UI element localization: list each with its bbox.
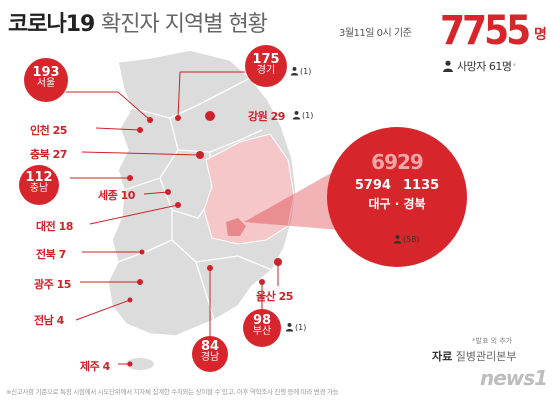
gangwon-label: 강원 29 <box>248 110 285 123</box>
region-dot <box>165 189 171 195</box>
deaths-label: 사망자 61명 <box>457 60 512 73</box>
ulsan-label: 울산 25 <box>256 290 293 303</box>
leader-line <box>117 91 151 121</box>
busan-deaths: (1) <box>285 322 306 332</box>
gwangju-label: 광주 15 <box>34 278 71 291</box>
jeju-island <box>126 358 154 370</box>
chungnam-count: 112 <box>25 170 53 185</box>
gyeonggi-deaths: (1) <box>290 66 311 76</box>
total-count: 7755 <box>440 8 531 54</box>
gyeongbuk-count: 1135 <box>403 178 440 193</box>
daegu-gyeongbuk-total: 6929 <box>371 150 424 174</box>
region-dot <box>259 279 265 285</box>
leader-line <box>95 127 141 131</box>
deaths-summary: 사망자 61명 * <box>442 58 516 74</box>
region-dot <box>196 151 204 159</box>
title-part1: 코로나19 <box>8 12 95 37</box>
busan-name: 부산 <box>252 326 272 337</box>
region-dot <box>139 249 145 255</box>
gyeonggi-count: 175 <box>252 52 280 67</box>
sejong-label: 세종 10 <box>98 189 135 202</box>
jeju-label: 제주 4 <box>80 360 110 373</box>
gyeonggi-name: 경기 <box>256 65 276 76</box>
chungbuk-label: 충북 27 <box>30 148 67 161</box>
bubble-chungnam <box>19 165 59 205</box>
leader-line <box>177 71 181 119</box>
leader-line <box>89 204 179 225</box>
daegu-connector <box>244 168 340 230</box>
person-icon <box>290 66 299 76</box>
incheon-label: 인천 25 <box>30 124 67 137</box>
footnote-top: *발표 외 추가 <box>472 337 513 345</box>
jeonbuk-label: 전북 7 <box>36 248 66 261</box>
daegu-gyeongbuk-label: 6929 5794 1135 대구 · 경북 <box>332 150 462 212</box>
region-dot <box>175 115 181 121</box>
total-unit: 명 <box>534 27 547 43</box>
region-dot <box>137 279 143 285</box>
daejeon-label: 대전 18 <box>36 220 73 233</box>
news1-logo: news1 <box>480 366 548 390</box>
leader-line <box>81 151 201 156</box>
footnote: ※신고사항 기준으로 특정 시점에서 시도단위에서 지자체 집계한 수치와는 상… <box>6 388 339 396</box>
person-icon <box>292 110 301 120</box>
person-icon <box>285 322 294 332</box>
source-name: 질병관리본부 <box>455 350 517 363</box>
bubble-busan <box>243 309 281 347</box>
daegu-city <box>226 218 246 236</box>
busan-count: 98 <box>252 313 272 328</box>
person-icon <box>393 234 402 244</box>
region-dot <box>127 361 133 367</box>
gangwon-deaths: (1) <box>292 110 313 120</box>
gyeongnam-name: 경남 <box>200 352 220 363</box>
leader-line <box>143 191 169 195</box>
seoul-name: 서울 <box>36 78 56 89</box>
gyeonggi-bubble-label: 175 경기 <box>246 53 286 76</box>
region-dot <box>207 265 213 271</box>
daegu-gyeongbuk-deaths-count: (58) <box>403 234 420 244</box>
daegu-gyeongbuk-area <box>203 133 295 245</box>
jeonnam-label: 전남 4 <box>34 314 64 327</box>
korea-mainland <box>107 49 297 337</box>
basis-date: 3월11일 0시 기준 <box>339 28 412 39</box>
daegu-count: 5794 <box>354 178 391 193</box>
source-prefix: 자료 <box>432 350 453 363</box>
daegu-gyeongbuk-deaths: (58) <box>393 234 419 244</box>
region-dot <box>274 258 282 266</box>
source: 자료 질병관리본부 <box>432 348 516 364</box>
person-icon <box>443 60 453 72</box>
seoul-count: 193 <box>32 65 60 80</box>
region-dot <box>147 117 153 123</box>
region-borders <box>117 77 273 321</box>
bubble-gyeonggi <box>245 45 287 87</box>
region-dot <box>127 175 133 181</box>
chungnam-bubble-label: 112 충남 <box>19 171 59 194</box>
daegu-gyeongbuk-split: 5794 1135 <box>332 178 462 193</box>
region-dot <box>127 297 133 303</box>
region-dot <box>175 202 181 208</box>
gyeongnam-bubble-label: 84 경남 <box>192 340 228 363</box>
bubble-seoul <box>24 58 68 102</box>
region-dot <box>205 111 215 121</box>
leader-line <box>75 299 131 321</box>
seoul-bubble-label: 193 서울 <box>26 66 66 89</box>
busan-deaths-count: (1) <box>295 322 307 332</box>
chungnam-name: 충남 <box>29 183 49 194</box>
bubble-daegu-gyeongbuk <box>327 127 467 267</box>
bubble-gyeongnam <box>192 336 228 372</box>
deaths-superscript: * <box>512 62 516 70</box>
gyeonggi-deaths-count: (1) <box>300 66 312 76</box>
page-title: 코로나19 확진자 지역별 현황 <box>8 6 268 38</box>
region-dot <box>137 127 143 133</box>
gyeongnam-count: 84 <box>200 339 220 354</box>
title-part2: 확진자 지역별 현황 <box>101 12 268 37</box>
gangwon-deaths-count: (1) <box>302 110 314 120</box>
busan-bubble-label: 98 부산 <box>243 314 281 337</box>
daegu-gyeongbuk-names: 대구 · 경북 <box>368 197 426 211</box>
